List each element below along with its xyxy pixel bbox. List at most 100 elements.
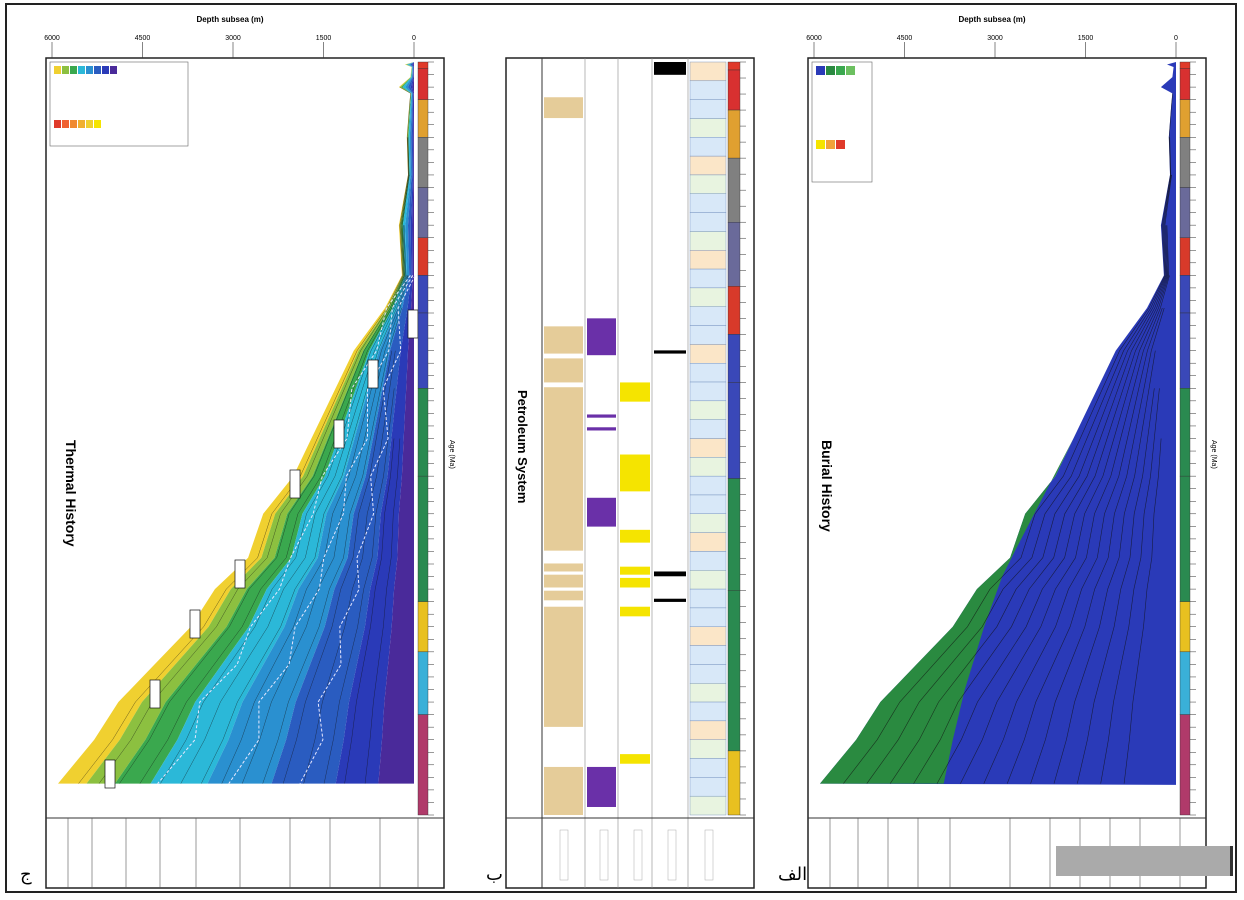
- lithology-cell: [689, 588, 727, 609]
- panel-label-middle: ب: [486, 864, 503, 884]
- strat-unit: [417, 237, 429, 276]
- burial-layer-line: [1100, 388, 1160, 784]
- strat-unit: [417, 388, 429, 477]
- thermal-legend-box: [49, 61, 189, 147]
- event-label-slot: [559, 829, 569, 881]
- depth-tick-label: 3000: [225, 35, 241, 42]
- thermal-layer-line: [119, 137, 410, 784]
- strat-unit: [1179, 99, 1191, 138]
- depth-tick-label: 6000: [806, 35, 822, 42]
- petroleum-title: Petroleum System: [515, 390, 530, 503]
- lithology-cell: [689, 118, 727, 138]
- burial-title: Burial History: [819, 440, 835, 532]
- lithology-cell: [689, 287, 727, 307]
- lithology-cell: [689, 61, 727, 82]
- thermal-layer-line: [303, 350, 396, 784]
- strat-unit: [417, 137, 429, 188]
- petroleum-event-bar: [654, 62, 686, 75]
- lithology-cell: [689, 607, 727, 627]
- lithology-cell: [689, 664, 727, 684]
- burial-legend: [816, 66, 855, 149]
- temperature-band: [271, 62, 414, 784]
- strat-unit: [727, 222, 741, 287]
- thermal-layer-line: [323, 388, 395, 784]
- burial-layer-line: [913, 174, 1172, 784]
- thermal-layer-line: [262, 307, 402, 784]
- petroleum-event-bar: [544, 563, 583, 572]
- legend-swatch: [78, 66, 85, 74]
- legend-swatch: [846, 66, 855, 75]
- strat-unit: [727, 478, 741, 591]
- burial-panel: 0 1500 3000 4500 6000 Burial History Depth s…: [806, 15, 1233, 889]
- formation-callout: [149, 679, 161, 709]
- legend-swatch: [836, 66, 845, 75]
- thermal-layer-line: [282, 350, 393, 784]
- event-label-slot: [667, 829, 677, 881]
- formation-callout: [234, 559, 246, 589]
- strat-unit: [417, 275, 429, 314]
- petroleum-panel: Petroleum System: [505, 57, 755, 889]
- burial-ylabel: Depth subsea (m): [958, 15, 1025, 24]
- strat-unit: [1179, 237, 1191, 276]
- burial-layer-line: [1030, 307, 1165, 784]
- formation-callout: [104, 759, 116, 789]
- depth-tick-label: 0: [1174, 35, 1178, 42]
- burial-layer-line: [843, 93, 1173, 784]
- lithology-cell: [689, 701, 727, 722]
- lithology-cell: [689, 720, 727, 740]
- burial-layer-line: [960, 225, 1170, 784]
- petroleum-event-bar: [544, 97, 583, 119]
- petroleum-system-events: [544, 62, 686, 815]
- lithology-cell: [689, 494, 727, 515]
- lithology-cell: [689, 795, 727, 816]
- strat-unit: [417, 68, 429, 100]
- lithology-cell: [689, 419, 727, 439]
- thermal-layer-line: [241, 275, 409, 784]
- petroleum-event-bar: [544, 766, 583, 815]
- burial-layer-line: [1077, 388, 1155, 784]
- lithology-cell: [689, 80, 727, 100]
- legend-swatch: [94, 120, 101, 128]
- burial-stratigraphy-column: [1179, 61, 1196, 816]
- thermal-ylabel: Depth subsea (m): [196, 15, 263, 24]
- thermal-title: Thermal History: [63, 440, 79, 547]
- thermal-layer-line: [344, 438, 395, 784]
- thermal-layer-line: [221, 275, 408, 784]
- strat-unit: [1179, 61, 1191, 69]
- panel-label-left: ج: [20, 864, 32, 885]
- strat-unit: [727, 157, 741, 223]
- isotherm-line: [299, 275, 416, 784]
- strat-unit: [417, 714, 429, 816]
- petroleum-stratigraphy-column: [689, 61, 746, 816]
- strat-unit: [417, 475, 429, 602]
- lithology-cell: [689, 155, 727, 176]
- lithology-cell: [689, 777, 727, 797]
- lithology-cell: [689, 475, 727, 496]
- burial-depth-axis: 0 1500 3000 4500 6000: [806, 35, 1178, 58]
- legend-swatch: [836, 140, 845, 149]
- strat-unit: [727, 590, 741, 752]
- thermal-layer-line: [160, 225, 406, 784]
- petroleum-event-bar: [544, 326, 583, 354]
- strat-unit: [417, 99, 429, 138]
- thermal-stratigraphy-column: [417, 61, 434, 816]
- lithology-cell: [689, 532, 727, 552]
- burial-layer-line: [866, 137, 1172, 784]
- thermal-layer-line: [180, 225, 407, 784]
- thermal-depth-axis: 0 1500 3000 4500 6000: [44, 35, 416, 58]
- petroleum-event-bar: [654, 571, 686, 577]
- formation-callout: [367, 359, 379, 389]
- formation-callout: [333, 419, 345, 449]
- petroleum-event-bar: [587, 766, 616, 807]
- depth-tick-label: 0: [412, 35, 416, 42]
- lithology-cell: [689, 513, 727, 533]
- formation-callout: [407, 309, 419, 339]
- legend-swatch: [54, 120, 61, 128]
- depth-tick-label: 3000: [987, 35, 1003, 42]
- burial-legend-box: [811, 61, 873, 183]
- petroleum-event-bar: [620, 529, 650, 543]
- petroleum-event-bar: [620, 754, 650, 764]
- petroleum-event-bar: [544, 590, 583, 601]
- depth-tick-label: 6000: [44, 35, 60, 42]
